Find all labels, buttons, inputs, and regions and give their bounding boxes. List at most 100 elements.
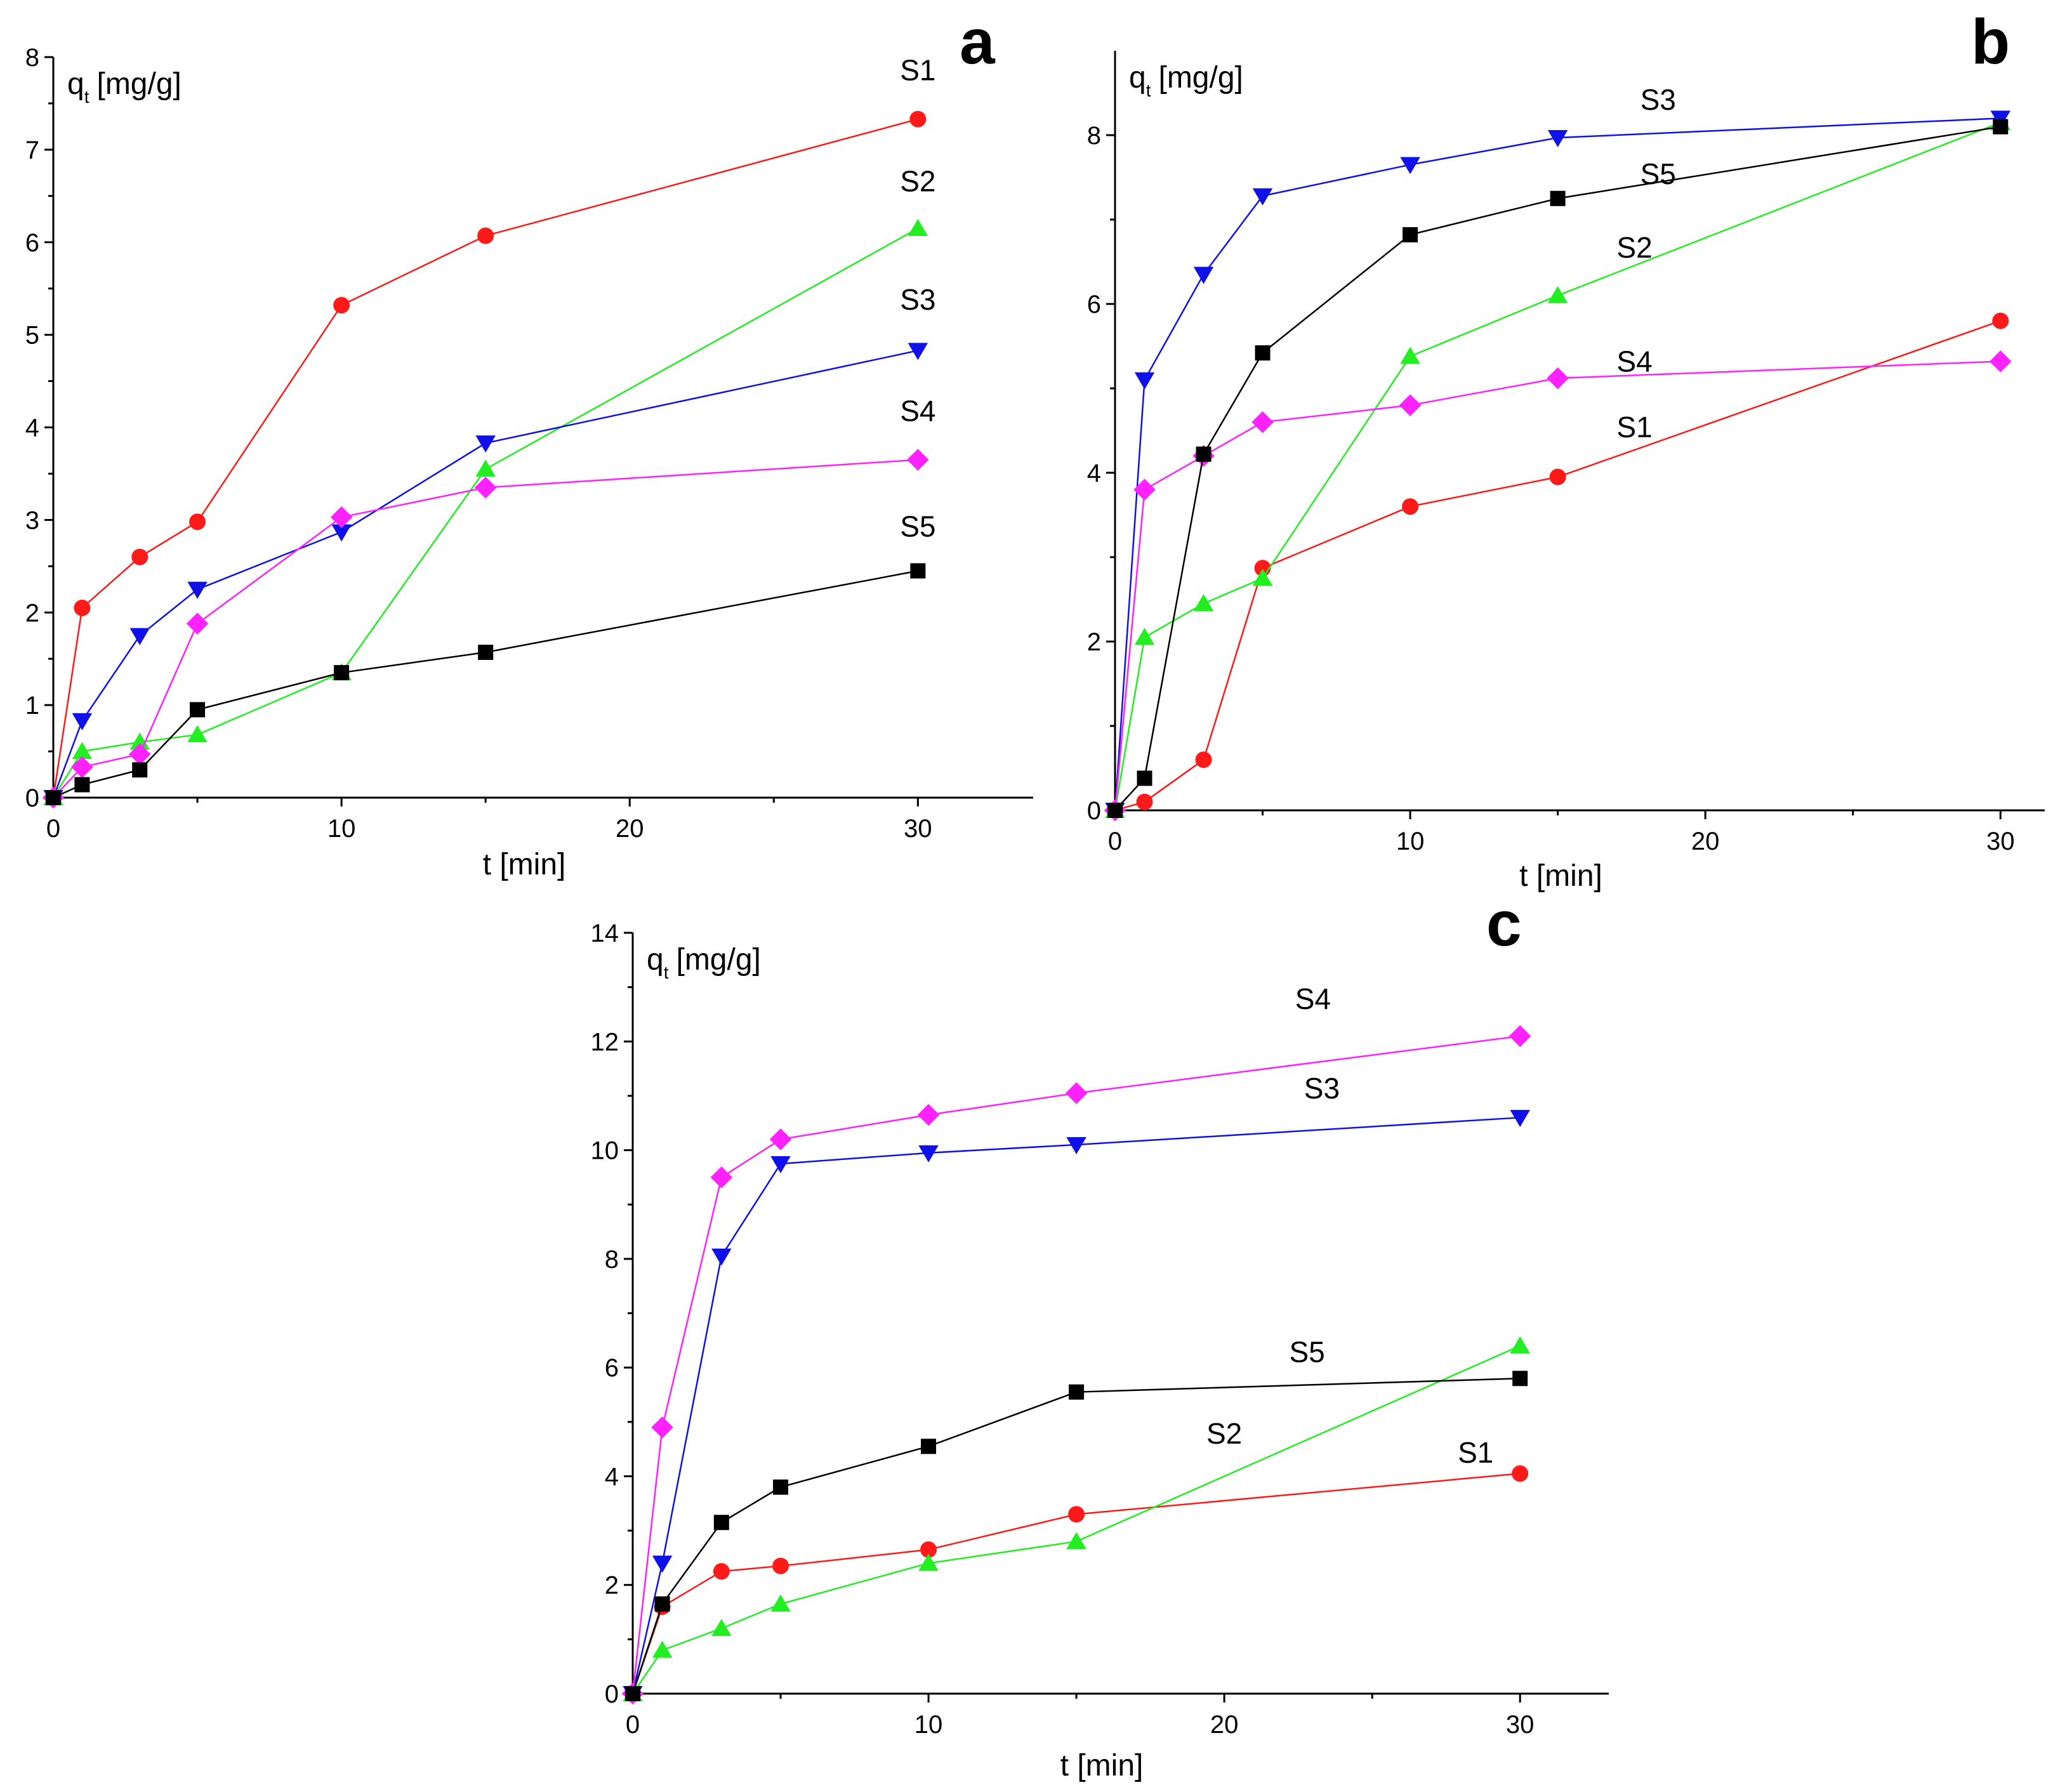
data-point-s5 bbox=[46, 790, 61, 805]
y-tick-label: 0 bbox=[1087, 797, 1101, 825]
data-point-s5 bbox=[478, 644, 494, 660]
series-label-s4: S4 bbox=[1295, 982, 1331, 1015]
y-tick-label: 6 bbox=[605, 1354, 619, 1382]
data-point-s3 bbox=[1400, 157, 1420, 175]
data-point-s2 bbox=[1400, 346, 1420, 364]
x-tick-label: 20 bbox=[1691, 827, 1720, 855]
series-line-s1 bbox=[52, 118, 918, 798]
y-tick-label: 2 bbox=[605, 1572, 619, 1600]
data-point-s3 bbox=[129, 628, 150, 645]
data-point-s1 bbox=[1549, 468, 1566, 485]
x-tick-label: 30 bbox=[904, 815, 932, 843]
x-axis-title: t [min] bbox=[483, 848, 566, 881]
data-point-s1 bbox=[74, 599, 91, 616]
y-tick-label: 2 bbox=[1087, 628, 1101, 656]
data-point-s3 bbox=[1510, 1110, 1530, 1128]
x-tick-label: 0 bbox=[46, 815, 60, 843]
panel-letter-c: c bbox=[1486, 888, 1522, 959]
data-point-s1 bbox=[1992, 312, 2009, 329]
data-point-s2 bbox=[770, 1594, 791, 1612]
data-point-s5 bbox=[910, 563, 926, 579]
series-line-s3 bbox=[1114, 117, 2001, 811]
data-point-s3 bbox=[187, 581, 208, 599]
x-tick-label: 0 bbox=[1108, 827, 1122, 855]
data-point-s4 bbox=[1399, 394, 1422, 416]
panel-letter-b: b bbox=[1971, 6, 2010, 77]
y-tick-label: 12 bbox=[591, 1028, 619, 1056]
data-point-s4 bbox=[1989, 350, 2012, 372]
x-tick-label: 0 bbox=[626, 1711, 640, 1739]
data-point-s3 bbox=[331, 524, 352, 542]
data-point-s5 bbox=[1403, 227, 1418, 242]
series-label-s2: S2 bbox=[1206, 1417, 1242, 1450]
series-label-s1: S1 bbox=[900, 53, 935, 86]
x-tick-label: 10 bbox=[327, 815, 356, 843]
data-point-s3 bbox=[918, 1145, 939, 1163]
panel-letter-a: a bbox=[960, 6, 996, 77]
data-point-s3 bbox=[908, 343, 928, 360]
series-line-s2 bbox=[52, 227, 918, 798]
data-point-s3 bbox=[1134, 372, 1155, 390]
data-point-s1 bbox=[920, 1541, 937, 1558]
data-point-s5 bbox=[773, 1479, 789, 1495]
data-point-s5 bbox=[1550, 190, 1566, 206]
x-tick-label: 30 bbox=[1506, 1711, 1535, 1739]
data-point-s2 bbox=[1066, 1532, 1086, 1550]
data-point-s2 bbox=[72, 742, 93, 760]
series-line-s5 bbox=[53, 570, 918, 799]
y-tick-label: 0 bbox=[605, 1680, 619, 1708]
y-tick-label: 8 bbox=[605, 1246, 619, 1274]
panel-a: 0 1 2 3 4 5 6 7 8 0 10 20 30 t [min] qt [mg/g] a S1 S2 S3 S4… bbox=[25, 6, 1033, 881]
data-point-s5 bbox=[1512, 1371, 1528, 1387]
data-point-s5 bbox=[74, 777, 90, 793]
data-point-s5 bbox=[190, 702, 206, 718]
series-line-s3 bbox=[631, 1116, 1521, 1694]
data-point-s2 bbox=[1252, 569, 1273, 586]
data-point-s4 bbox=[1065, 1082, 1088, 1104]
y-axis-title: qt [mg/g] bbox=[67, 67, 182, 107]
y-tick-label: 10 bbox=[591, 1137, 619, 1165]
y-tick-label: 6 bbox=[1087, 291, 1101, 319]
data-point-s5 bbox=[654, 1596, 670, 1612]
data-point-s4 bbox=[651, 1416, 673, 1439]
data-point-s3 bbox=[1066, 1137, 1086, 1155]
data-point-s1 bbox=[1068, 1506, 1085, 1523]
data-point-s4 bbox=[1251, 411, 1274, 433]
series-label-s5: S5 bbox=[1641, 157, 1676, 190]
series-label-s4: S4 bbox=[1616, 345, 1652, 378]
y-axis-title: qt [mg/g] bbox=[647, 943, 761, 982]
y-tick-label: 8 bbox=[25, 44, 39, 72]
data-point-s4 bbox=[907, 449, 929, 471]
data-point-s3 bbox=[770, 1156, 791, 1173]
y-tick-label: 4 bbox=[1087, 459, 1101, 487]
y-tick-label: 5 bbox=[25, 322, 39, 350]
panel-c: 0 2 4 6 8 10 12 14 0 10 20 30 t [min] qt [mg/g] c S4 S3 S5… bbox=[591, 888, 1609, 1782]
data-point-s3 bbox=[711, 1248, 732, 1266]
data-point-s3 bbox=[475, 435, 496, 453]
x-axis-title: t [min] bbox=[1060, 1749, 1144, 1782]
series-line-s5 bbox=[1114, 126, 2001, 811]
data-point-s2 bbox=[1134, 628, 1155, 645]
data-point-s4 bbox=[186, 612, 209, 635]
data-point-s3 bbox=[72, 713, 93, 730]
data-point-s1 bbox=[1402, 498, 1419, 515]
series-label-s3: S3 bbox=[1304, 1072, 1340, 1105]
y-tick-label: 6 bbox=[25, 229, 39, 257]
data-point-s4 bbox=[330, 506, 353, 529]
y-tick-label: 7 bbox=[25, 136, 39, 164]
series-label-s2: S2 bbox=[1616, 231, 1652, 264]
data-point-s2 bbox=[1547, 286, 1568, 303]
y-tick-label: 2 bbox=[25, 599, 39, 627]
y-tick-label: 8 bbox=[1087, 122, 1101, 150]
series-line-s4 bbox=[53, 459, 918, 798]
data-point-s1 bbox=[1195, 751, 1212, 768]
data-point-s1 bbox=[131, 548, 149, 565]
x-tick-label: 20 bbox=[616, 815, 644, 843]
data-point-s2 bbox=[908, 218, 928, 236]
series-line-s1 bbox=[1114, 320, 2001, 812]
series-label-s3: S3 bbox=[900, 283, 935, 316]
axes-c bbox=[631, 933, 1609, 1695]
data-point-s1 bbox=[909, 110, 927, 128]
data-point-s1 bbox=[477, 227, 494, 244]
